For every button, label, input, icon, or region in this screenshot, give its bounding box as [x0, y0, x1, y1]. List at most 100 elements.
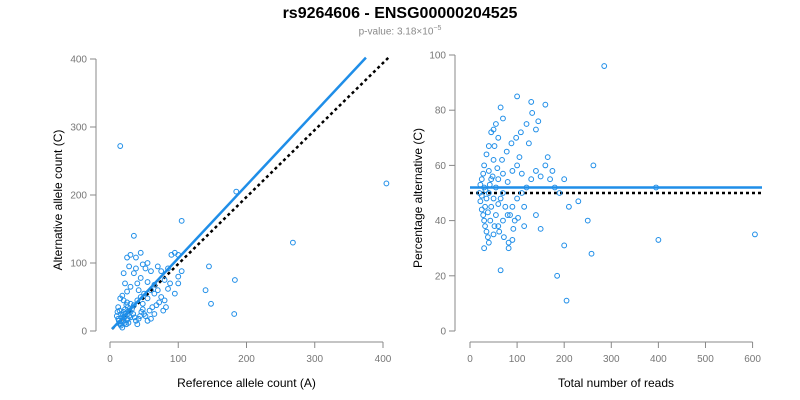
right-data-point [485, 190, 492, 196]
right-data-point [554, 272, 561, 279]
left-data-point [154, 263, 161, 270]
right-data-point [533, 168, 539, 174]
right-x-tick-label: 300 [603, 354, 620, 365]
right-data-point [499, 156, 505, 163]
left-data-point [156, 299, 163, 306]
right-data-point [483, 151, 490, 158]
left-data-point [178, 217, 185, 224]
right-data-point [514, 195, 520, 202]
right-data-point [542, 162, 549, 169]
right-data-point [504, 179, 511, 185]
left-data-point [175, 280, 182, 287]
right-data-point [533, 126, 539, 133]
right-data-point [491, 223, 498, 230]
right-data-point [535, 118, 542, 125]
right-data-point [561, 242, 568, 249]
left-data-point [133, 254, 139, 261]
left-data-point [144, 260, 151, 266]
left-data-point [114, 309, 121, 315]
left-y-axis-title: Alternative allele count (C) [51, 130, 65, 271]
right-y-axis-title: Percentage alternative (C) [411, 128, 425, 268]
left-data-point [148, 315, 154, 322]
right-data-point [523, 121, 530, 127]
left-x-tick-label: 100 [170, 354, 187, 365]
left-data-point [231, 277, 238, 283]
right-x-tick-label: 100 [509, 354, 526, 365]
left-data-point [160, 307, 167, 314]
right-data-point [505, 239, 512, 246]
left-data-point [120, 270, 127, 277]
left-data-point [178, 268, 185, 275]
right-data-point [496, 228, 503, 235]
left-data-point [144, 295, 151, 302]
left-data-point [117, 143, 124, 149]
left-data-point [125, 319, 132, 326]
left-data-point [135, 287, 142, 294]
left-data-point [151, 290, 158, 297]
left-data-point [135, 315, 142, 322]
right-data-point [501, 234, 507, 241]
left-data-point [124, 317, 130, 324]
right-data-point [509, 237, 516, 243]
right-data-point [566, 203, 572, 210]
right-data-point [655, 237, 662, 243]
right-data-point [518, 190, 525, 196]
right-data-point [507, 212, 513, 218]
right-data-point [490, 231, 497, 238]
right-data-point [537, 225, 544, 232]
right-data-point [516, 154, 523, 161]
right-data-point [752, 231, 758, 238]
left-reference-line [111, 56, 390, 330]
right-data-point [484, 209, 491, 216]
left-data-point [167, 280, 173, 287]
left-data-point [146, 307, 153, 314]
right-data-point [549, 168, 556, 174]
right-data-point [480, 212, 487, 218]
left-y-tick-label: 300 [70, 123, 87, 134]
left-data-point [130, 311, 137, 317]
right-data-point [556, 190, 563, 196]
p-value-exponent: −5 [433, 25, 442, 32]
right-data-point [495, 134, 502, 141]
right-data-point [481, 217, 488, 224]
right-data-point [500, 170, 506, 177]
left-data-point [161, 297, 168, 304]
right-data-point [481, 162, 488, 169]
right-x-tick-label: 500 [697, 354, 714, 365]
right-data-point [489, 173, 496, 180]
left-data-point [208, 300, 214, 307]
left-y-tick-label: 200 [70, 191, 87, 202]
right-panel: 0 20 40 60 80 100 0 100 200 300 400 500 600 Total num… [411, 51, 762, 390]
right-data-point [500, 190, 506, 196]
right-data-point [490, 156, 497, 163]
right-data-point [488, 176, 495, 183]
right-data-point [513, 134, 520, 141]
left-panel: 0 100 200 300 400 0 100 200 300 400 Reference alle… [51, 55, 392, 391]
left-data-point [137, 275, 144, 281]
left-data-point [231, 311, 238, 317]
left-y-tick-label: 100 [70, 259, 87, 270]
right-data-point [495, 201, 502, 207]
right-data-point [511, 217, 518, 224]
left-data-point [171, 290, 178, 297]
left-data-point [137, 249, 144, 256]
right-data-point [542, 101, 549, 108]
left-data-point [126, 307, 133, 314]
right-data-point [493, 121, 499, 127]
left-data-point [151, 311, 158, 317]
left-data-point [124, 254, 130, 261]
right-data-point [485, 239, 492, 246]
left-data-point [233, 188, 240, 195]
left-x-tick-label: 200 [238, 354, 255, 365]
right-y-tick-label: 60 [435, 161, 447, 172]
left-data-point [124, 304, 131, 311]
right-data-point [544, 154, 551, 161]
right-data-point [493, 212, 499, 218]
right-data-point [601, 63, 608, 69]
right-data-point [529, 110, 536, 116]
right-data-point [547, 176, 553, 183]
right-data-point [584, 217, 591, 224]
right-x-tick-label: 200 [556, 354, 573, 365]
left-y-tick-label: 0 [81, 327, 87, 338]
left-data-point [113, 313, 120, 319]
